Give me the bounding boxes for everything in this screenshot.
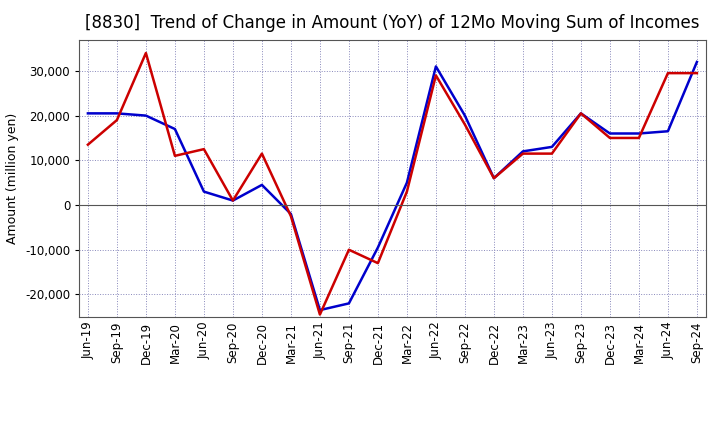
Net Income (431, 73, 440, 78)
Net Income (228, 198, 237, 203)
Y-axis label: Amount (million yen): Amount (million yen) (6, 113, 19, 244)
Ordinary Income (142, 113, 150, 118)
Net Income (142, 50, 150, 55)
Net Income (287, 213, 295, 219)
Net Income (664, 70, 672, 76)
Ordinary Income (634, 131, 643, 136)
Ordinary Income (402, 180, 411, 185)
Ordinary Income (199, 189, 208, 194)
Ordinary Income (287, 211, 295, 216)
Ordinary Income (577, 111, 585, 116)
Net Income (84, 142, 92, 147)
Net Income (258, 151, 266, 156)
Ordinary Income (518, 149, 527, 154)
Ordinary Income (548, 144, 557, 150)
Ordinary Income (171, 126, 179, 132)
Net Income (461, 122, 469, 127)
Ordinary Income (431, 64, 440, 69)
Ordinary Income (228, 198, 237, 203)
Net Income (315, 312, 324, 317)
Ordinary Income (606, 131, 614, 136)
Line: Net Income: Net Income (88, 53, 697, 315)
Net Income (490, 176, 498, 181)
Net Income (374, 260, 382, 266)
Ordinary Income (315, 308, 324, 313)
Line: Ordinary Income: Ordinary Income (88, 62, 697, 310)
Title: [8830]  Trend of Change in Amount (YoY) of 12Mo Moving Sum of Incomes: [8830] Trend of Change in Amount (YoY) o… (85, 15, 700, 33)
Ordinary Income (693, 59, 701, 65)
Net Income (345, 247, 354, 253)
Ordinary Income (374, 245, 382, 250)
Net Income (606, 136, 614, 141)
Net Income (112, 117, 121, 123)
Ordinary Income (664, 128, 672, 134)
Ordinary Income (258, 182, 266, 187)
Ordinary Income (112, 111, 121, 116)
Net Income (171, 153, 179, 158)
Net Income (199, 147, 208, 152)
Ordinary Income (490, 176, 498, 181)
Net Income (548, 151, 557, 156)
Net Income (402, 189, 411, 194)
Net Income (634, 136, 643, 141)
Net Income (693, 70, 701, 76)
Ordinary Income (345, 301, 354, 306)
Ordinary Income (461, 113, 469, 118)
Net Income (518, 151, 527, 156)
Net Income (577, 111, 585, 116)
Ordinary Income (84, 111, 92, 116)
